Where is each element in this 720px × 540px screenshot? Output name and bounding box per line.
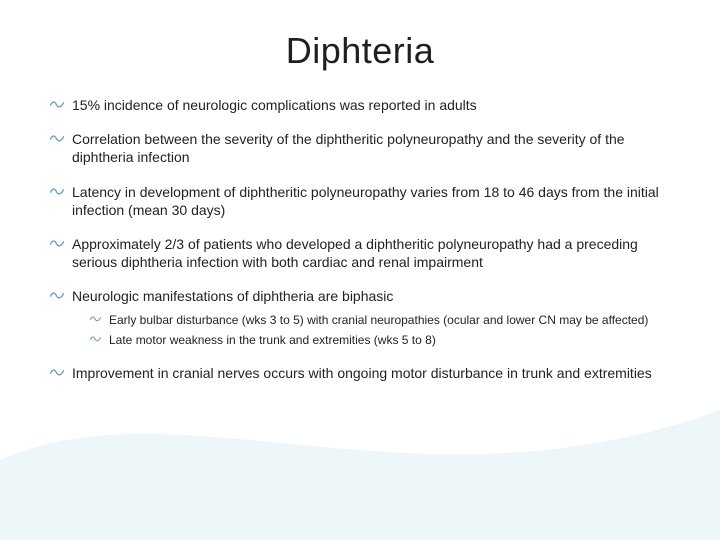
- sub-bullet-item: Late motor weakness in the trunk and ext…: [90, 332, 670, 348]
- sub-bullet-item: Early bulbar disturbance (wks 3 to 5) wi…: [90, 312, 670, 328]
- bullet-text: Neurologic manifestations of diphtheria …: [72, 287, 670, 305]
- slide: Diphteria 15% incidence of neurologic co…: [0, 0, 720, 540]
- bullet-text: 15% incidence of neurologic complication…: [72, 96, 670, 114]
- bullet-item: Approximately 2/3 of patients who develo…: [50, 235, 670, 271]
- squiggle-bullet-icon: [50, 97, 64, 111]
- squiggle-bullet-icon: [50, 131, 64, 145]
- bullet-item: Neurologic manifestations of diphtheria …: [50, 287, 670, 305]
- squiggle-bullet-icon: [50, 184, 64, 198]
- bullet-list: 15% incidence of neurologic complication…: [50, 96, 670, 398]
- sub-bullet-list: Early bulbar disturbance (wks 3 to 5) wi…: [90, 312, 670, 348]
- sub-bullet-text: Early bulbar disturbance (wks 3 to 5) wi…: [109, 312, 670, 328]
- bullet-item: 15% incidence of neurologic complication…: [50, 96, 670, 114]
- sub-bullet-text: Late motor weakness in the trunk and ext…: [109, 332, 670, 348]
- squiggle-bullet-icon: [50, 365, 64, 379]
- bullet-text: Approximately 2/3 of patients who develo…: [72, 235, 670, 271]
- bullet-text: Improvement in cranial nerves occurs wit…: [72, 364, 670, 382]
- squiggle-bullet-icon: [90, 333, 101, 344]
- bullet-item: Improvement in cranial nerves occurs wit…: [50, 364, 670, 382]
- squiggle-bullet-icon: [50, 236, 64, 250]
- squiggle-bullet-icon: [90, 313, 101, 324]
- bullet-text: Latency in development of diphtheritic p…: [72, 183, 670, 219]
- bullet-item: Correlation between the severity of the …: [50, 130, 670, 166]
- bullet-item: Latency in development of diphtheritic p…: [50, 183, 670, 219]
- slide-title: Diphteria: [50, 30, 670, 72]
- bullet-text: Correlation between the severity of the …: [72, 130, 670, 166]
- squiggle-bullet-icon: [50, 288, 64, 302]
